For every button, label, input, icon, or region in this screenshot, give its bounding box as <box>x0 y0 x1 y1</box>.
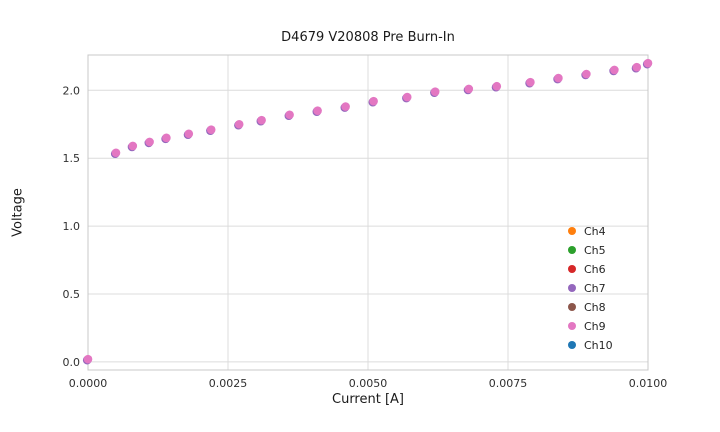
legend-marker-ch4 <box>568 227 576 235</box>
legend-label-ch9: Ch9 <box>584 320 606 333</box>
x-tick-label: 0.0075 <box>489 377 528 390</box>
legend-marker-ch5 <box>568 246 576 254</box>
legend-marker-ch7 <box>568 284 576 292</box>
scatter-point <box>526 77 535 87</box>
legend-marker-ch9 <box>568 322 576 330</box>
legend-marker-ch10 <box>568 341 576 349</box>
scatter-point <box>206 125 216 134</box>
scatter-point <box>430 87 440 96</box>
scatter-point <box>554 73 563 83</box>
legend-marker-ch8 <box>568 303 576 311</box>
y-tick-label: 1.5 <box>63 152 81 165</box>
x-axis-label: Current [A] <box>332 392 404 407</box>
scatter-point <box>285 110 294 120</box>
legend-label-ch7: Ch7 <box>584 282 606 295</box>
legend-label-ch6: Ch6 <box>584 263 606 276</box>
scatter-point <box>313 106 322 115</box>
legend-label-ch5: Ch5 <box>584 244 606 257</box>
scatter-point <box>582 69 591 79</box>
scatter-point <box>184 129 194 139</box>
scatter-point <box>341 102 350 111</box>
scatter-point <box>610 65 619 75</box>
y-tick-label: 0.5 <box>63 288 81 301</box>
legend-label-ch10: Ch10 <box>584 339 613 352</box>
scatter-point <box>111 148 121 158</box>
chart-title: D4679 V20808 Pre Burn-In <box>281 30 455 45</box>
x-tick-label: 0.0100 <box>629 377 668 390</box>
y-tick-label: 0.0 <box>63 356 81 369</box>
scatter-point <box>83 354 93 364</box>
y-tick-label: 2.0 <box>63 84 81 97</box>
y-tick-label: 1.0 <box>63 220 81 233</box>
scatter-point <box>632 62 642 72</box>
plot-border <box>87 54 649 371</box>
scatter-point <box>492 81 502 91</box>
x-tick-label: 0.0050 <box>349 377 388 390</box>
legend-label-ch8: Ch8 <box>584 301 606 314</box>
y-axis-label: Voltage <box>10 188 26 237</box>
legend-label-ch4: Ch4 <box>584 225 606 238</box>
scatter-point <box>369 96 378 106</box>
scatter-point <box>234 119 244 129</box>
x-tick-label: 0.0000 <box>69 377 108 390</box>
scatter-point <box>257 115 266 125</box>
scatter-point <box>162 133 171 143</box>
scatter-point <box>128 141 138 151</box>
scatter-point <box>402 92 412 102</box>
scatter-point <box>643 58 653 68</box>
legend-marker-ch6 <box>568 265 576 273</box>
x-tick-label: 0.0025 <box>209 377 248 390</box>
scatter-point <box>145 137 154 147</box>
scatter-point <box>464 84 474 94</box>
